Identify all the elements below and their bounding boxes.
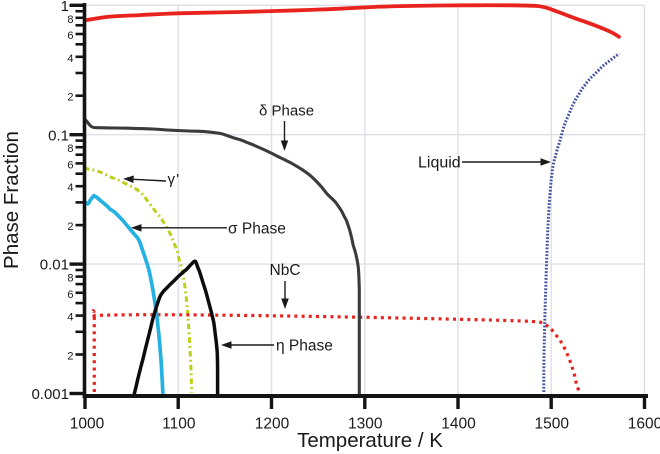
- svg-text:γ ': γ ': [168, 171, 180, 188]
- svg-text:1600: 1600: [628, 416, 660, 433]
- svg-text:6: 6: [67, 159, 73, 171]
- svg-text:0.1: 0.1: [48, 127, 69, 144]
- svg-text:1100: 1100: [162, 416, 196, 433]
- svg-text:1300: 1300: [348, 416, 383, 433]
- svg-text:8: 8: [67, 143, 73, 155]
- svg-text:1000: 1000: [70, 416, 105, 433]
- svg-text:σ Phase: σ Phase: [228, 221, 286, 238]
- svg-text:6: 6: [67, 30, 73, 42]
- svg-text:0.01: 0.01: [40, 257, 69, 274]
- svg-text:8: 8: [67, 273, 73, 285]
- svg-text:4: 4: [67, 182, 73, 194]
- svg-text:NbC: NbC: [270, 262, 301, 279]
- svg-text:1: 1: [61, 0, 69, 15]
- svg-text:δ Phase: δ Phase: [259, 103, 314, 120]
- svg-text:2: 2: [67, 351, 73, 363]
- svg-text:1400: 1400: [441, 416, 476, 433]
- svg-text:1500: 1500: [535, 416, 570, 433]
- svg-text:1200: 1200: [255, 416, 290, 433]
- svg-text:2: 2: [67, 92, 73, 104]
- svg-text:Temperature / K: Temperature / K: [297, 429, 443, 452]
- svg-text:Liquid: Liquid: [418, 155, 461, 172]
- svg-text:Phase Fraction: Phase Fraction: [0, 131, 23, 269]
- svg-text:η Phase: η Phase: [276, 338, 333, 355]
- svg-text:4: 4: [67, 312, 73, 324]
- svg-text:0.001: 0.001: [31, 386, 69, 403]
- svg-text:8: 8: [67, 14, 73, 26]
- svg-text:6: 6: [67, 289, 73, 301]
- svg-text:2: 2: [67, 221, 73, 233]
- svg-text:4: 4: [67, 53, 73, 65]
